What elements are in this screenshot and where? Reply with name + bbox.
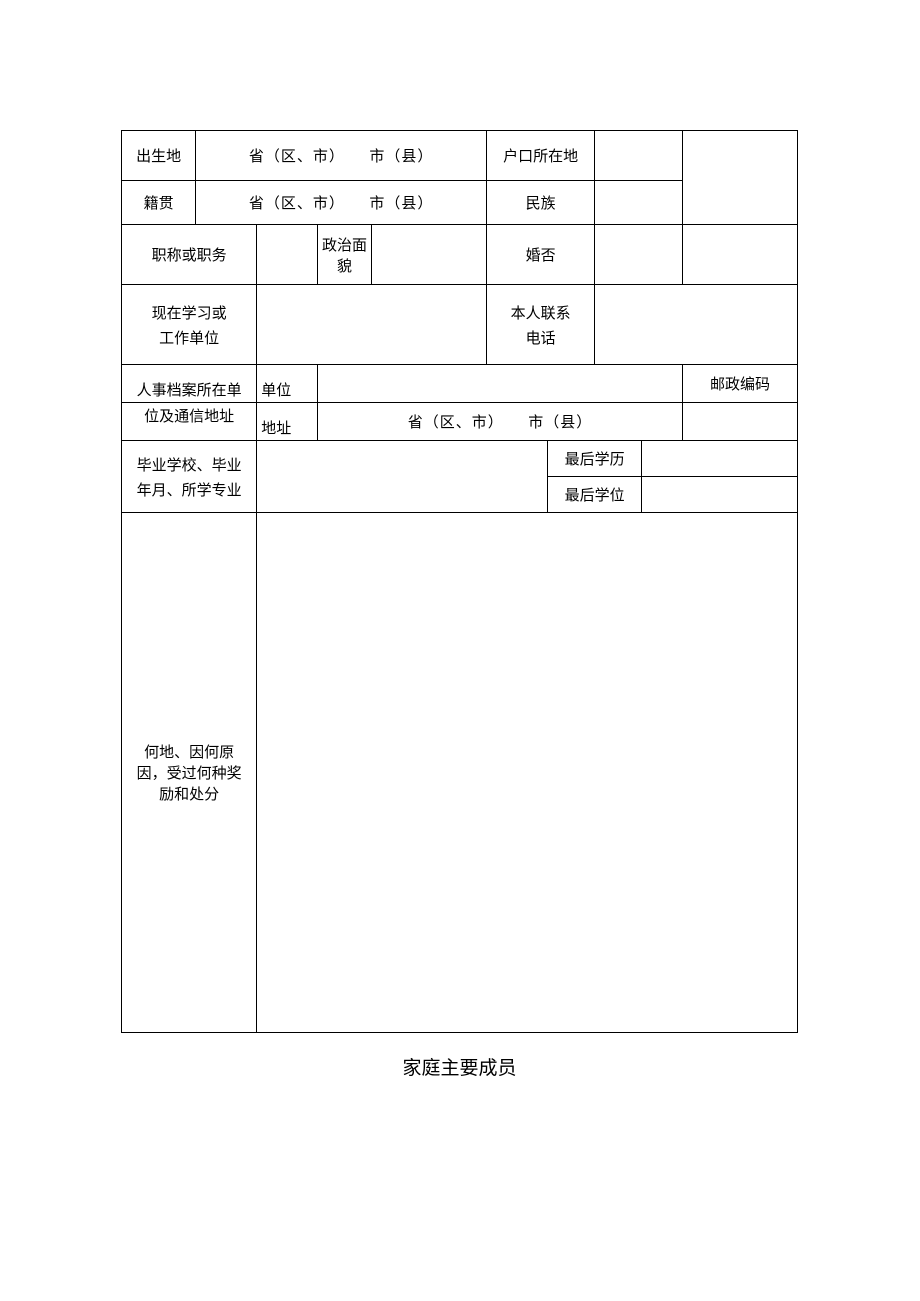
- value-birthplace[interactable]: 省（区、市） 市（县）: [196, 131, 487, 181]
- footer-title: 家庭主要成员: [121, 1053, 798, 1080]
- value-awards[interactable]: [257, 513, 798, 1033]
- value-unit[interactable]: [318, 365, 683, 403]
- form-table-container: 出生地 省（区、市） 市（县） 户口所在地 籍贯 省（区、市） 市（县） 民族 …: [121, 130, 798, 1080]
- label-married: 婚否: [487, 225, 595, 285]
- value-political[interactable]: [372, 225, 487, 285]
- value-postcode[interactable]: [683, 403, 798, 441]
- value-ethnicity[interactable]: [595, 181, 683, 225]
- label-last-education: 最后学历: [547, 441, 642, 477]
- label-native-place: 籍贯: [122, 181, 196, 225]
- label-birthplace: 出生地: [122, 131, 196, 181]
- label-postcode: 邮政编码: [683, 365, 798, 403]
- value-job-title[interactable]: [257, 225, 318, 285]
- value-residence[interactable]: [595, 131, 683, 181]
- label-ethnicity: 民族: [487, 181, 595, 225]
- label-unit: 单位: [257, 365, 318, 403]
- label-phone: 本人联系电话: [487, 285, 595, 365]
- label-residence: 户口所在地: [487, 131, 595, 181]
- form-table: 出生地 省（区、市） 市（县） 户口所在地 籍贯 省（区、市） 市（县） 民族 …: [121, 130, 798, 1033]
- value-address[interactable]: 省（区、市） 市（县）: [318, 403, 683, 441]
- value-current-unit[interactable]: [257, 285, 487, 365]
- blank-cell: [683, 225, 798, 285]
- value-married[interactable]: [595, 225, 683, 285]
- value-phone[interactable]: [595, 285, 798, 365]
- label-graduation: 毕业学校、毕业 年月、所学专业: [122, 441, 257, 513]
- value-last-education[interactable]: [642, 441, 798, 477]
- label-last-degree: 最后学位: [547, 477, 642, 513]
- label-political: 政治面貌: [318, 225, 372, 285]
- label-current-unit: 现在学习或工作单位: [122, 285, 257, 365]
- value-graduation[interactable]: [257, 441, 548, 513]
- label-address: 地址: [257, 403, 318, 441]
- value-last-degree[interactable]: [642, 477, 798, 513]
- value-native-place[interactable]: 省（区、市） 市（县）: [196, 181, 487, 225]
- label-archive: 人事档案所在单 位及通信地址: [122, 365, 257, 441]
- label-job-title: 职称或职务: [122, 225, 257, 285]
- photo-area: [683, 131, 798, 225]
- label-awards: 何地、因何原 因，受过何种奖 励和处分: [122, 513, 257, 1033]
